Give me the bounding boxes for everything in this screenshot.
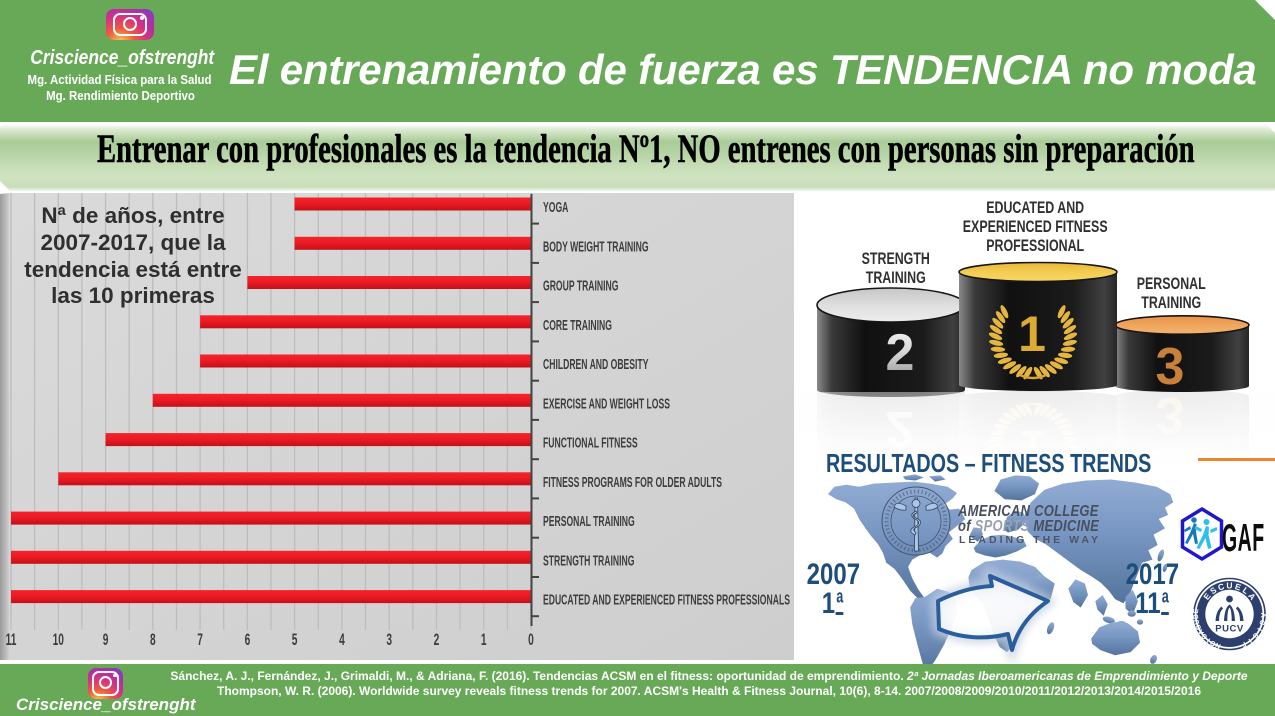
svg-text:11: 11 <box>6 629 17 648</box>
svg-text:7: 7 <box>197 629 203 648</box>
svg-text:I: I <box>1255 627 1262 632</box>
svg-text:9: 9 <box>103 629 109 648</box>
svg-text:EDUCATED AND EXPERIENCED FITNE: EDUCATED AND EXPERIENCED FITNESS PROFESS… <box>543 591 790 608</box>
svg-text:A: A <box>1197 628 1206 636</box>
svg-text:D: D <box>1193 614 1200 620</box>
svg-text:4: 4 <box>339 629 345 648</box>
svg-text:E: E <box>1193 608 1200 614</box>
svg-text:Ó: Ó <box>1208 638 1218 649</box>
svg-text:I: I <box>1206 636 1212 643</box>
svg-text:FITNESS PROGRAMS FOR OLDER ADU: FITNESS PROGRAMS FOR OLDER ADULTS <box>543 473 722 490</box>
svg-text:2: 2 <box>434 629 440 648</box>
svg-text:N: N <box>1215 641 1222 649</box>
svg-text:L: L <box>1241 585 1251 596</box>
svg-text:CHILDREN AND OBESITY: CHILDREN AND OBESITY <box>543 356 648 373</box>
svg-text:C: C <box>1257 619 1265 626</box>
svg-text:E: E <box>1234 581 1243 592</box>
svg-text:Í: Í <box>1246 637 1254 646</box>
svg-text:6: 6 <box>245 629 251 648</box>
svg-text:3: 3 <box>386 629 392 648</box>
svg-text:8: 8 <box>150 629 156 648</box>
svg-text:FUNCTIONAL FITNESS: FUNCTIONAL FITNESS <box>543 434 638 451</box>
svg-text:GAF: GAF <box>1222 516 1265 560</box>
svg-text:BODY WEIGHT TRAINING: BODY WEIGHT TRAINING <box>543 238 649 255</box>
svg-text:C: C <box>1201 632 1210 640</box>
svg-text:A: A <box>1246 591 1258 602</box>
svg-text:1: 1 <box>481 629 487 648</box>
svg-text:0: 0 <box>528 629 534 648</box>
svg-text:5: 5 <box>292 629 298 648</box>
svg-text:YOGA: YOGA <box>543 199 568 216</box>
svg-text:3: 3 <box>1156 338 1185 396</box>
svg-text:C: C <box>1217 581 1226 592</box>
svg-text:STRENGTH TRAINING: STRENGTH TRAINING <box>543 552 634 569</box>
svg-text:CORE TRAINING: CORE TRAINING <box>543 316 612 333</box>
svg-text:10: 10 <box>53 629 64 648</box>
svg-text:1: 1 <box>1018 306 1046 362</box>
svg-text:2: 2 <box>886 324 915 382</box>
svg-text:PERSONAL TRAINING: PERSONAL TRAINING <box>543 513 635 530</box>
svg-text:S: S <box>1208 585 1219 597</box>
svg-text:GROUP TRAINING: GROUP TRAINING <box>543 277 618 294</box>
svg-text:U: U <box>1193 619 1201 626</box>
svg-text:C: C <box>1195 623 1203 630</box>
svg-text:S: S <box>1250 631 1259 639</box>
svg-text:U: U <box>1226 581 1232 591</box>
svg-text:F: F <box>1239 640 1246 648</box>
svg-text:EXERCISE AND WEIGHT LOSS: EXERCISE AND WEIGHT LOSS <box>543 395 670 412</box>
svg-text:E: E <box>1201 591 1213 602</box>
svg-text:A: A <box>1259 613 1266 618</box>
svg-text:PUCV: PUCV <box>1215 624 1244 635</box>
